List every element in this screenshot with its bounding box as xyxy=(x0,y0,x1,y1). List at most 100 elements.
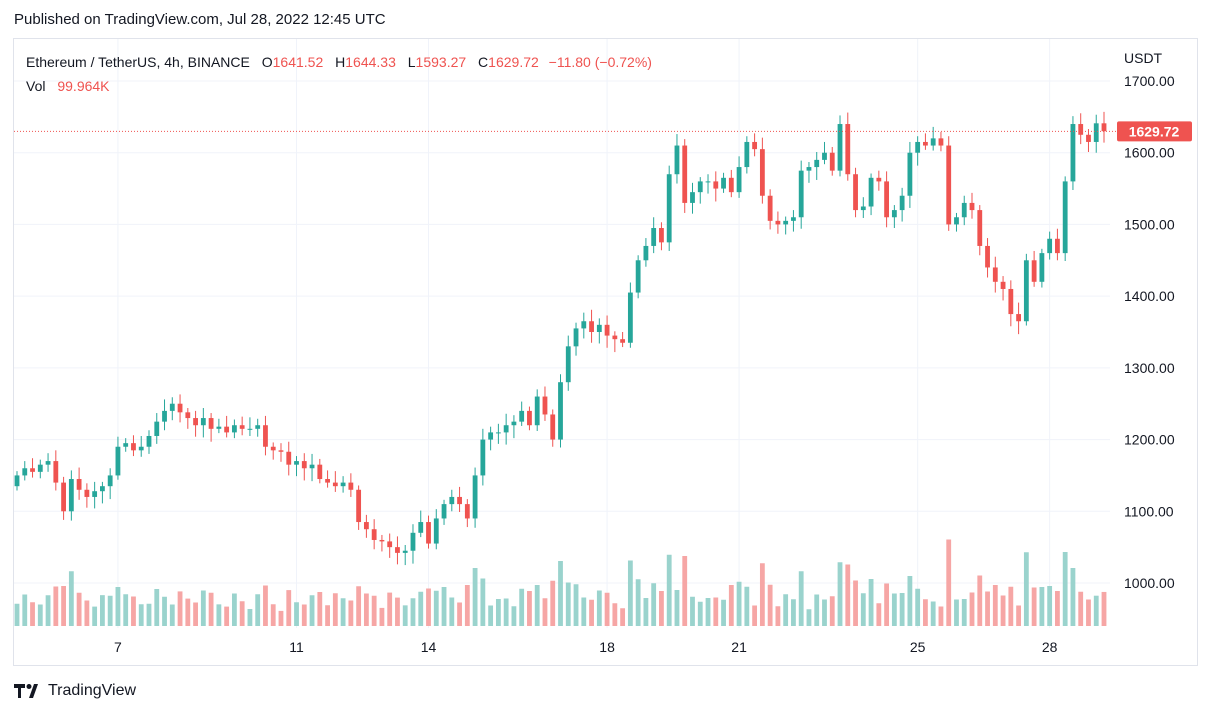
volume-bar xyxy=(216,604,222,626)
tradingview-brand-label: TradingView xyxy=(48,682,137,699)
candle-body xyxy=(1016,314,1021,322)
candle-body xyxy=(1062,181,1068,254)
volume-bar xyxy=(969,592,975,626)
candle-body xyxy=(511,421,517,426)
candle-body xyxy=(224,426,230,433)
volume-bar xyxy=(907,576,913,626)
published-caption: Published on TradingView.com, Jul 28, 20… xyxy=(14,11,386,28)
volume-value: 99.964K xyxy=(57,78,110,94)
last-price-line: 1629.72 xyxy=(14,121,1192,142)
candle-body xyxy=(837,124,843,171)
candle-body xyxy=(418,522,424,533)
volume-bar xyxy=(954,599,959,626)
volume-bar xyxy=(992,585,998,626)
volume-bar xyxy=(690,596,695,626)
candle-body xyxy=(395,547,400,553)
candle-body xyxy=(263,425,268,447)
volume-bar xyxy=(775,606,781,626)
volume-bar xyxy=(301,604,307,626)
candle-body xyxy=(45,461,51,465)
last-price-tag-label: 1629.72 xyxy=(1129,123,1180,139)
candle-body xyxy=(356,489,362,523)
candle-body xyxy=(255,425,261,429)
candle-body xyxy=(1078,124,1084,135)
candle-body xyxy=(829,152,835,171)
volume-bar xyxy=(1008,586,1014,626)
candle-body xyxy=(286,451,292,465)
candle-body xyxy=(961,202,967,218)
volume-bar xyxy=(1078,591,1084,626)
candle-body xyxy=(744,141,750,168)
candle-body xyxy=(573,328,579,347)
volume-bar xyxy=(1016,605,1021,626)
volume-bar xyxy=(488,605,494,626)
volume-bar xyxy=(1086,599,1091,626)
volume-bar xyxy=(791,599,796,626)
volume-bar xyxy=(480,578,486,626)
candle-body xyxy=(472,475,478,519)
candle-body xyxy=(798,170,804,218)
volume-bar xyxy=(1023,552,1029,626)
currency-label: USDT xyxy=(1124,50,1163,66)
candle-body xyxy=(697,181,703,193)
volume-bar xyxy=(177,591,183,626)
volume-bar xyxy=(61,586,66,626)
volume-bar xyxy=(30,602,35,626)
volume-bar xyxy=(977,575,983,626)
volume-bar xyxy=(1101,591,1107,626)
candle-body xyxy=(985,245,990,268)
volume-bar xyxy=(371,595,377,626)
candle-body xyxy=(728,177,734,193)
volume-label: Vol xyxy=(26,78,46,94)
volume-bar xyxy=(231,593,237,626)
x-tick-label: 28 xyxy=(1042,639,1058,655)
candle-body xyxy=(1023,260,1029,322)
candle-body xyxy=(270,446,276,451)
volume-bar xyxy=(666,554,672,626)
candle-body xyxy=(154,421,160,436)
price-axis[interactable]: 1700.00 1600.00 1500.00 1400.00 1300.00 1200.… xyxy=(1124,50,1175,591)
volume-bar xyxy=(697,601,703,626)
candle-body xyxy=(371,529,377,540)
volume-bar xyxy=(961,599,967,626)
open-label: O xyxy=(261,54,273,70)
symbol-label[interactable]: Ethereum / TetherUS, 4h, BINANCE xyxy=(26,54,250,70)
volume-bar xyxy=(713,597,719,626)
volume-bar xyxy=(659,591,664,626)
volume-bar xyxy=(138,604,144,626)
candle-body xyxy=(162,410,167,422)
candle-body xyxy=(131,443,136,451)
chart-frame[interactable] xyxy=(13,38,1198,666)
candle-body xyxy=(860,206,866,211)
candle-body xyxy=(876,177,882,182)
volume-bar xyxy=(457,602,462,626)
candle-body xyxy=(923,141,928,146)
candle-body xyxy=(488,432,494,440)
y-tick-label: 1500.00 xyxy=(1124,216,1175,232)
candle-body xyxy=(853,174,858,211)
candle-body xyxy=(752,141,758,150)
volume-bar xyxy=(635,579,641,626)
volume-bar xyxy=(37,604,43,626)
candle-body xyxy=(278,450,284,452)
time-axis[interactable]: 7 11 14 18 21 25 28 xyxy=(114,639,1058,655)
candles xyxy=(14,111,1107,566)
candle-body xyxy=(651,228,657,246)
footer-brand[interactable]: TradingView xyxy=(14,680,136,702)
candle-body xyxy=(612,335,618,340)
volume-bar xyxy=(527,591,532,626)
candle-body xyxy=(868,177,874,207)
candle-body xyxy=(123,443,129,447)
volume-bar xyxy=(565,582,571,626)
volume-bar xyxy=(837,562,843,626)
candle-body xyxy=(185,412,191,419)
candle-body xyxy=(348,482,354,490)
candle-body xyxy=(891,210,897,218)
volume-bar xyxy=(255,594,261,626)
volume-bar xyxy=(946,539,952,626)
volume-bar xyxy=(426,588,431,626)
candle-body xyxy=(193,418,198,426)
candle-body xyxy=(659,228,664,243)
candle-body xyxy=(558,382,563,440)
